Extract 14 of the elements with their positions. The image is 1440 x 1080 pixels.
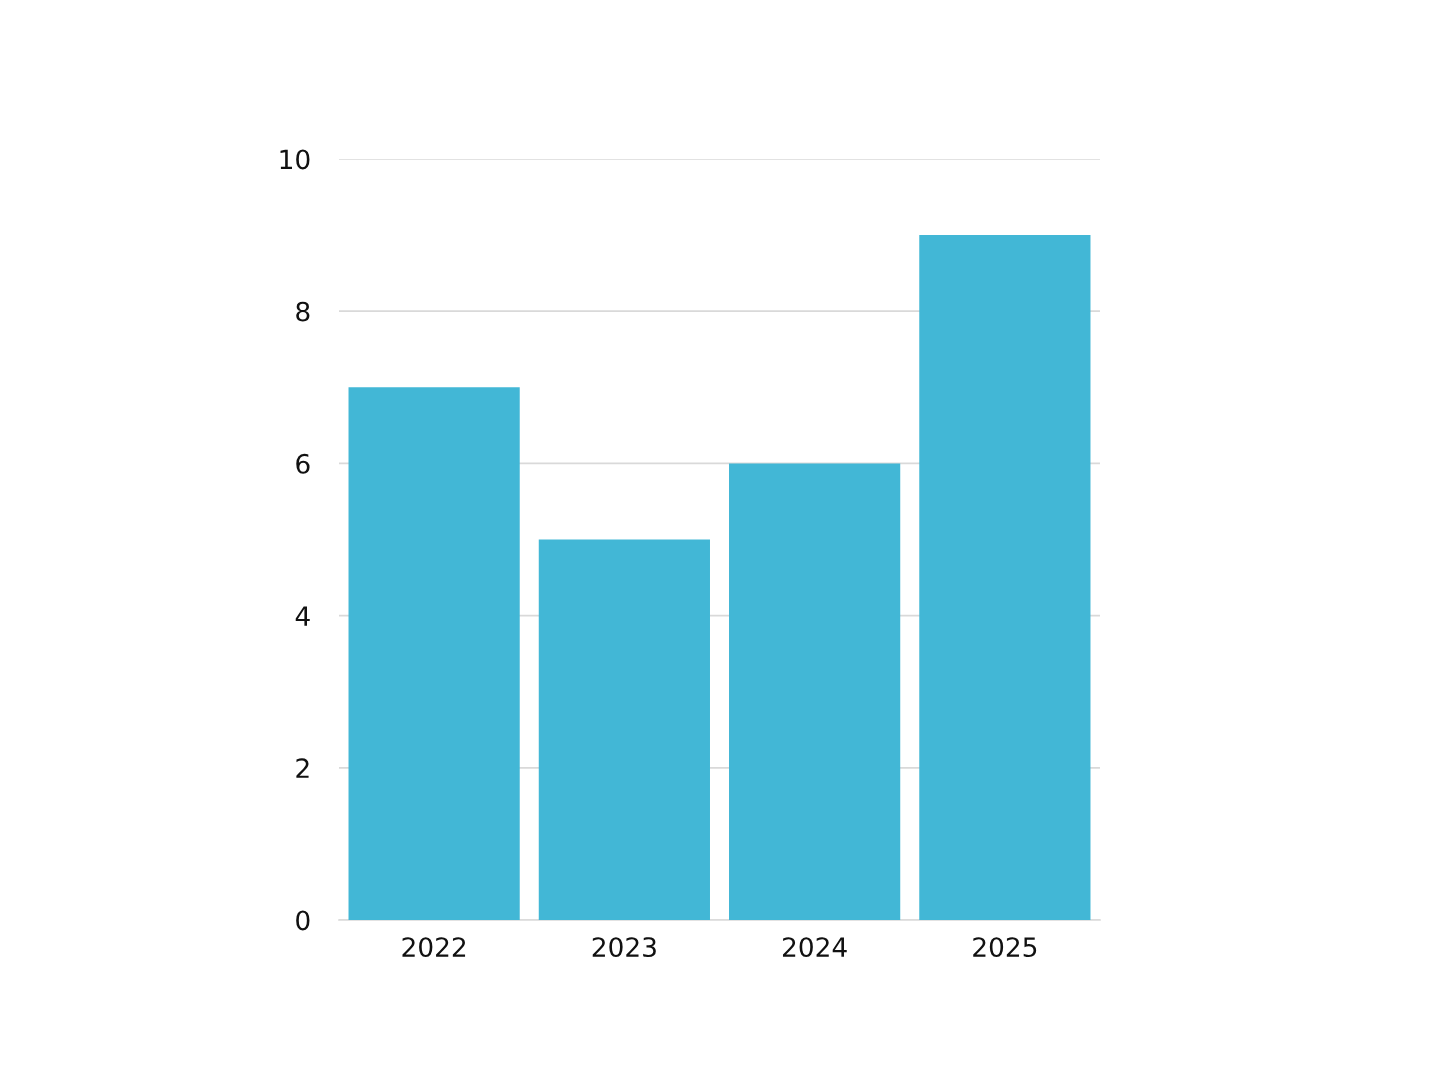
y-tick-label: 0 [296, 910, 310, 931]
x-tick-label: 2022 [402, 937, 466, 958]
y-tick-label: 2 [296, 758, 309, 778]
x-tick-label: 2024 [782, 937, 847, 958]
y-tick-label: 6 [296, 453, 310, 474]
bar [919, 235, 1091, 920]
x-tick-label: 2023 [592, 937, 656, 958]
y-tick-label: 10 [280, 149, 310, 170]
bar [538, 539, 710, 920]
y-tick-label: 4 [295, 606, 310, 626]
bar [348, 387, 520, 920]
x-tick-label: 2025 [973, 937, 1037, 958]
y-tick-label: 8 [296, 301, 310, 322]
bar [729, 463, 901, 920]
